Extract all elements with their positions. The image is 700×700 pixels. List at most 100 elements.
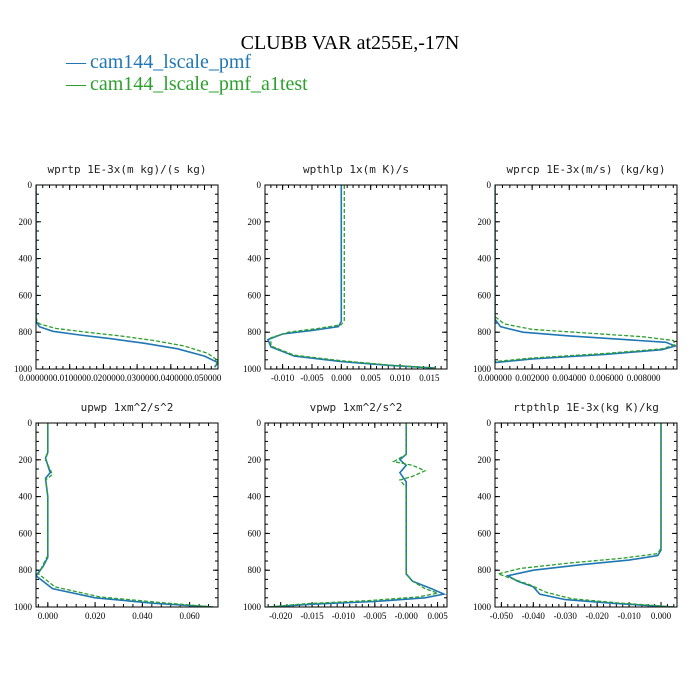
x-tick-label-wpthlp-3: 0.005 [361,373,382,383]
series-line-vpwp-2 [268,423,441,607]
y-tick-label-wprcp-4: 800 [478,327,492,337]
series-line-wprcp-2 [495,185,676,363]
legend-label-2: cam144_lscale_pmf_a1test [90,73,308,95]
x-tick-label-upwp-0: 0.000 [38,611,59,621]
x-tick-label-rtpthlp-2: -0.030 [554,611,578,621]
panel-series-rtpthlp [495,423,674,607]
y-tick-label-rtpthlp-1: 200 [478,455,492,465]
x-tick-label-wpthlp-4: 0.010 [390,373,411,383]
panel-title-upwp: upwp 1xm^2/s^2 [81,401,174,414]
x-tick-label-upwp-1: 0.020 [85,611,106,621]
x-tick-label-wprtp-3: 0.030000 [120,373,154,383]
figure-title: CLUBB VAR at255E,-17N [241,32,460,54]
x-tick-label-rtpthlp-5: 0.000 [651,611,672,621]
y-tick-label-rtpthlp-3: 600 [478,528,492,538]
y-tick-label-vpwp-3: 600 [248,528,262,538]
panel-wprtp: wprtp 1E-3x(m kg)/(s kg) 0 200 400 600 800 100… [14,163,222,383]
series-line-rtpthlp-2 [495,423,674,607]
panel-wpthlp: wpthlp 1x(m K)/s 0 200 400 600 800 1000 -0.010-… [243,163,448,383]
x-tick-label-wpthlp-0: -0.010 [271,373,295,383]
panel-series-vpwp [268,423,447,607]
panel-vpwp: vpwp 1xm^2/s^2 0 200 400 600 800 1000 -0.020 -0.… [243,401,448,621]
y-tick-label-upwp-0: 0 [28,418,33,428]
panel-frame-vpwp [264,422,448,608]
panel-title-wprtp: wprtp 1E-3x(m kg)/(s kg) [48,163,207,176]
x-tick-label-upwp-3: 0.060 [180,611,201,621]
panel-frame-wpthlp [264,184,448,370]
y-tick-label-wpthlp-0: 0 [257,180,262,190]
series-line-wpthlp-2 [270,185,436,369]
panel-wprcp: wprcp 1E-3x(m/s) (kg/kg) 0 200 400 600 800 100… [473,163,678,383]
x-tick-label-vpwp-4: -0.000 [395,611,419,621]
legend-symbol-2: — [65,73,87,95]
panel-series-wprcp [495,185,677,364]
x-tick-label-wprtp-5: 0.050000 [188,373,222,383]
series-line-wpthlp-1 [266,185,436,369]
y-tick-label-wprtp-1: 200 [19,217,33,227]
x-tick-label-wprtp-1: 0.010000 [53,373,87,383]
y-tick-label-wprcp-5: 1000 [473,364,492,374]
x-tick-label-rtpthlp-0: -0.050 [490,611,514,621]
y-tick-label-vpwp-1: 200 [248,455,262,465]
panel-series-wpthlp [266,185,436,369]
panel-frame-wprtp [35,184,219,370]
y-tick-label-wprtp-0: 0 [28,180,33,190]
panel-title-rtpthlp: rtpthlp 1E-3x(kg K)/kg [513,401,659,414]
y-tick-label-wprcp-3: 600 [478,290,492,300]
panels: wprtp 1E-3x(m kg)/(s kg) 0 200 400 600 800 100… [14,163,678,621]
panel-series-upwp [36,423,214,607]
x-tick-label-wprcp-0: 0.000000 [478,373,512,383]
x-tick-label-rtpthlp-3: -0.020 [586,611,610,621]
panel-frame-upwp [35,422,219,608]
x-tick-label-wprcp-3: 0.006000 [590,373,624,383]
x-tick-label-wprtp-0: 0.000000 [19,373,53,383]
x-tick-label-wpthlp-2: 0.000 [331,373,352,383]
series-line-upwp-1 [36,423,214,607]
x-tick-label-wprtp-2: 0.020000 [87,373,121,383]
x-tick-label-upwp-2: 0.040 [132,611,153,621]
x-tick-label-wprcp-2: 0.004000 [552,373,586,383]
x-tick-label-wprtp-4: 0.040000 [154,373,188,383]
y-tick-label-wprtp-3: 600 [19,290,33,300]
y-tick-label-upwp-4: 800 [19,565,33,575]
y-tick-label-wprtp-5: 1000 [14,364,33,374]
panel-title-vpwp: vpwp 1xm^2/s^2 [310,401,403,414]
y-tick-label-upwp-2: 400 [19,492,33,502]
x-tick-label-wprcp-4: 0.008000 [627,373,661,383]
y-tick-label-vpwp-5: 1000 [243,602,262,612]
x-tick-label-vpwp-1: -0.015 [300,611,324,621]
panel-frame-rtpthlp [494,422,678,608]
y-tick-label-wprcp-2: 400 [478,254,492,264]
y-tick-label-wprcp-1: 200 [478,217,492,227]
series-line-upwp-2 [37,423,214,607]
y-tick-label-wprtp-2: 400 [19,254,33,264]
legend-label-1: cam144_lscale_pmf [90,51,251,73]
x-tick-label-vpwp-0: -0.020 [269,611,293,621]
y-tick-label-wpthlp-2: 400 [248,254,262,264]
x-tick-label-wprcp-1: 0.002000 [515,373,549,383]
panel-series-wprtp [36,185,218,368]
panel-frame-wprcp [494,184,678,370]
legend-symbol-1: — [65,51,87,73]
y-tick-label-wprtp-4: 800 [19,327,33,337]
x-tick-label-wpthlp-1: -0.005 [300,373,324,383]
series-line-wprtp-1 [36,185,218,368]
y-tick-label-rtpthlp-4: 800 [478,565,492,575]
panel-title-wpthlp: wpthlp 1x(m K)/s [303,163,409,176]
y-tick-label-rtpthlp-2: 400 [478,492,492,502]
y-tick-label-upwp-3: 600 [19,528,33,538]
y-tick-label-wpthlp-3: 600 [248,290,262,300]
panel-rtpthlp: rtpthlp 1E-3x(kg K)/kg02004006008001000-… [473,401,678,621]
y-tick-label-upwp-5: 1000 [14,602,33,612]
y-tick-label-wprcp-0: 0 [487,180,492,190]
y-tick-label-wpthlp-1: 200 [248,217,262,227]
y-tick-label-vpwp-0: 0 [257,418,262,428]
x-tick-label-vpwp-3: -0.005 [363,611,387,621]
y-tick-label-rtpthlp-5: 1000 [473,602,492,612]
y-tick-label-rtpthlp-0: 0 [487,418,492,428]
x-tick-label-rtpthlp-1: -0.040 [522,611,546,621]
panel-title-wprcp: wprcp 1E-3x(m/s) (kg/kg) [507,163,666,176]
x-tick-label-vpwp-5: 0.005 [427,611,448,621]
x-tick-label-vpwp-2: -0.010 [332,611,356,621]
